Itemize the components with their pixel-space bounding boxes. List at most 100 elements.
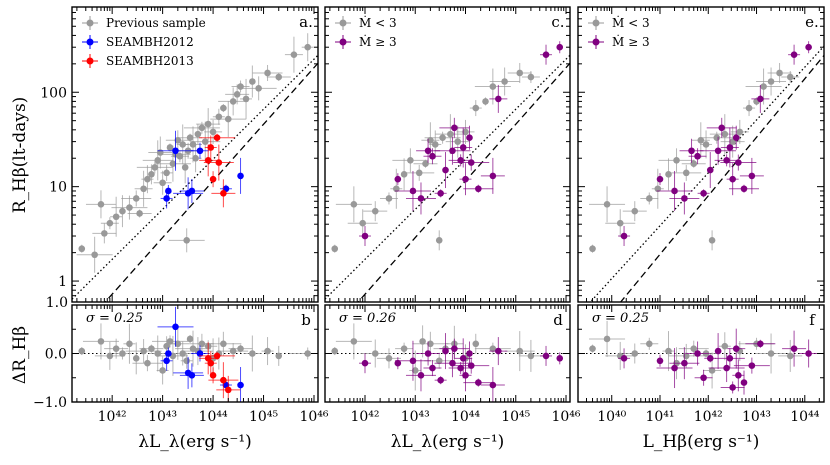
data-point: [472, 340, 480, 348]
data-point: [215, 159, 223, 166]
panel-frame: [324, 6, 571, 303]
data-point: [112, 213, 120, 221]
data-point: [233, 91, 241, 98]
data-point: [429, 152, 436, 160]
plot-area-b: [72, 306, 318, 402]
data-point: [702, 141, 710, 148]
data-point: [736, 128, 744, 136]
data-point: [690, 160, 698, 168]
legend-label: Ṁ ≥ 3: [359, 34, 397, 49]
data-point: [215, 113, 223, 121]
data-point: [192, 154, 199, 162]
legend-label: SEAMBH2013: [106, 54, 194, 68]
data-point: [475, 379, 482, 386]
data-point: [424, 350, 432, 357]
data-point: [188, 187, 196, 195]
data-point: [359, 219, 366, 227]
data-point: [249, 350, 256, 357]
y-axis-title-top: R_Hβ(lt-days): [10, 97, 30, 214]
data-point: [207, 144, 215, 151]
data-point: [459, 355, 467, 362]
data-point: [304, 350, 311, 357]
plot-area-f: [578, 320, 824, 395]
data-point: [148, 345, 155, 352]
data-point: [706, 355, 714, 362]
data-point: [442, 347, 449, 355]
data-point: [475, 185, 482, 193]
data-point: [394, 359, 402, 367]
data-point: [159, 179, 166, 187]
data-point: [694, 152, 701, 160]
x-tick-label: 10⁴²: [694, 409, 723, 425]
x-tick-label: 10⁴⁵: [249, 409, 278, 425]
data-point: [264, 347, 271, 355]
y-tick-label: 100: [40, 85, 67, 101]
data-point: [616, 219, 624, 227]
data-point: [489, 381, 497, 389]
data-point: [767, 350, 775, 357]
data-point: [740, 185, 748, 193]
data-point: [439, 134, 446, 142]
x-tick-label: 10⁴¹: [645, 409, 674, 425]
data-point: [671, 187, 678, 195]
data-point: [409, 187, 417, 195]
data-point: [620, 355, 628, 362]
panel-e: e. Ṁ < 3 Ṁ ≥ 3: [577, 6, 825, 303]
panel-f: 10⁴⁰ 10⁴¹ 10⁴² 10⁴³ 10⁴⁴ f σ = 0.25 L_Hβ(erg s⁻…: [577, 304, 825, 452]
data-point: [451, 345, 458, 352]
data-point: [242, 95, 250, 103]
data-point: [495, 347, 502, 355]
data-point: [735, 372, 742, 379]
data-point: [457, 364, 464, 372]
data-point: [106, 219, 114, 227]
data-point: [767, 78, 775, 85]
data-point: [220, 376, 227, 384]
panel-a: 1 10 100 1.0 a. Previous sample SEAMBH2012 SEAM…: [40, 6, 319, 311]
data-point: [174, 136, 182, 144]
data-point: [735, 159, 742, 166]
data-point: [209, 372, 217, 379]
panel-letter-f: f: [809, 311, 816, 329]
data-point: [400, 345, 408, 352]
data-point: [467, 159, 475, 166]
data-point: [681, 359, 688, 367]
legend-marker: [339, 38, 347, 46]
data-point: [603, 335, 611, 343]
data-point: [119, 207, 126, 215]
data-point: [482, 98, 489, 105]
data-point: [786, 73, 794, 81]
data-point: [151, 164, 159, 171]
data-point: [603, 201, 611, 208]
data-point: [165, 187, 172, 195]
data-point: [181, 164, 189, 171]
data-point: [449, 147, 456, 155]
dotted-fit-line: [589, 45, 824, 302]
data-point: [361, 359, 369, 367]
data-point: [126, 340, 133, 348]
data-point: [189, 345, 197, 352]
y-tick-label: 1: [58, 274, 67, 290]
data-point: [501, 78, 508, 85]
x-tick-label: 10⁴⁶: [551, 409, 580, 425]
data-point: [400, 171, 408, 178]
data-point: [183, 237, 190, 244]
dotted-fit-line: [325, 54, 570, 300]
data-point: [220, 190, 227, 197]
data-point: [431, 141, 439, 148]
data-point: [78, 245, 86, 253]
data-point: [179, 350, 187, 357]
data-point: [394, 175, 402, 183]
data-point: [106, 352, 114, 360]
data-point: [204, 120, 212, 128]
panel-frame: [71, 6, 319, 303]
data-point: [91, 251, 98, 259]
data-point: [620, 232, 628, 240]
x-tick-label: 10⁴³: [148, 409, 177, 425]
data-point: [427, 136, 434, 144]
data-point: [172, 147, 179, 155]
plot-area-d: [325, 323, 570, 402]
data-point: [224, 115, 232, 123]
legend-label: Previous sample: [106, 16, 206, 30]
data-point: [429, 364, 436, 372]
